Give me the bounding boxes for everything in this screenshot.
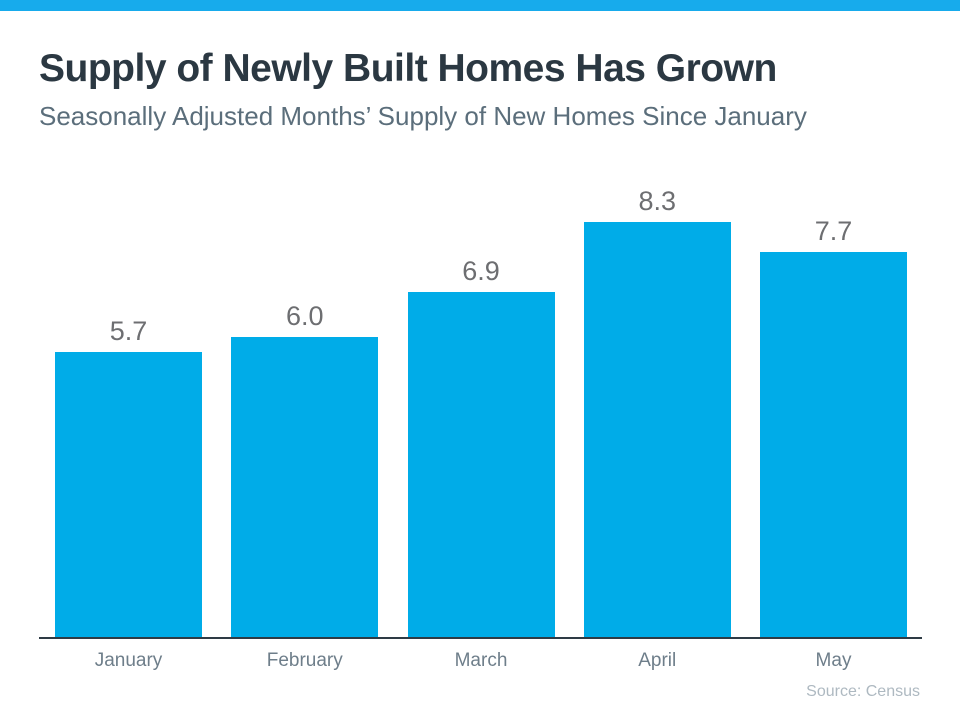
value-label-march: 6.9: [462, 256, 500, 286]
category-label-may: May: [815, 650, 852, 671]
x-axis-line: [39, 637, 922, 639]
value-label-january: 5.7: [109, 316, 148, 346]
category-label-february: February: [266, 650, 343, 671]
bar-may: [760, 252, 907, 637]
page-title: Supply of Newly Built Homes Has Grown: [39, 47, 777, 90]
bar-april: [583, 222, 731, 637]
bar-february: [231, 337, 379, 637]
category-label-january: January: [94, 650, 163, 671]
source-credit: Source: Census: [806, 683, 920, 700]
bar-january: [55, 352, 202, 637]
value-label-february: 6.0: [285, 301, 324, 331]
value-label-may: 7.7: [814, 216, 853, 246]
value-label-april: 8.3: [638, 186, 677, 216]
top-accent-bar: [0, 0, 960, 11]
page-subtitle: Seasonally Adjusted Months’ Supply of Ne…: [39, 101, 807, 131]
bar-march: [407, 292, 555, 637]
category-label-april: April: [638, 650, 677, 671]
category-label-march: March: [454, 650, 508, 671]
